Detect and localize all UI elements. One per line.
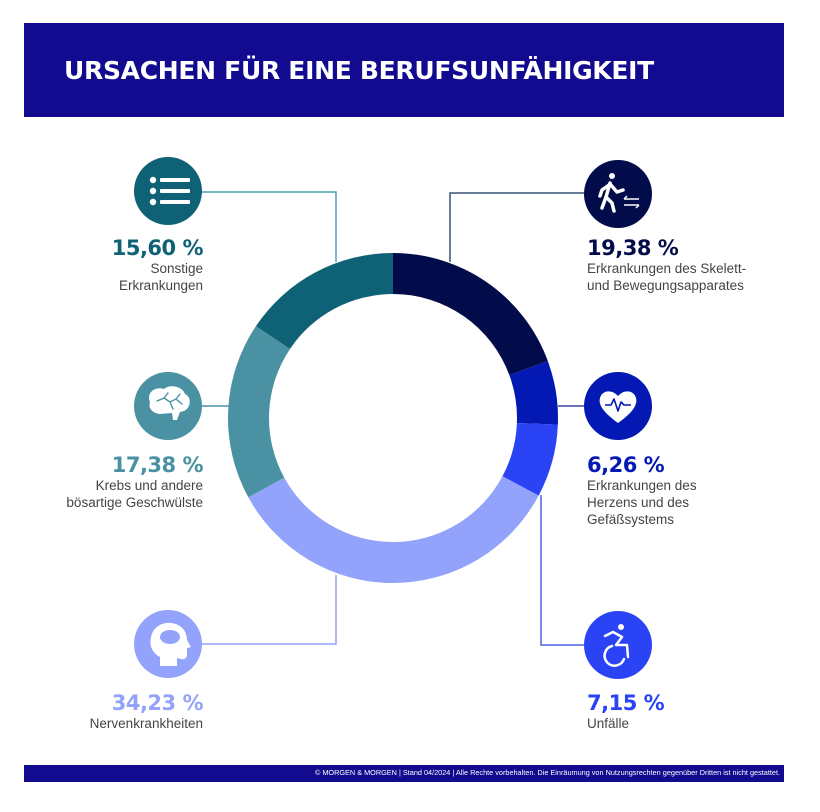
arrows-icon [623, 195, 640, 209]
description-line: Krebs und andere [95, 478, 203, 493]
connector-sonstige [200, 191, 337, 262]
description-line: Erkrankungen des Skelett- [587, 261, 747, 276]
icon-skelett [584, 160, 652, 228]
icon-krebs [134, 372, 202, 440]
heart-pulse-icon [599, 391, 637, 423]
donut-segment [509, 360, 559, 425]
percent-value: 17,38 % [111, 453, 204, 477]
description-line: Herzens und des [587, 495, 690, 510]
description-line: Sonstige [150, 261, 203, 276]
icon-sonstige [134, 157, 202, 225]
connector-unfaelle [540, 495, 586, 646]
description-line: Gefäßsystems [587, 512, 675, 527]
description-line: Nervenkrankheiten [89, 716, 203, 731]
footer-bar: © MORGEN & MORGEN | Stand 04/2024 | Alle… [24, 765, 784, 782]
donut-ring [227, 253, 559, 583]
label-sonstige: 15,60 % Sonstige Erkrankungen [60, 236, 204, 294]
donut-segment [248, 476, 539, 583]
label-herz: 6,26 % Erkrankungen des Herzens und des … [587, 453, 787, 528]
description-line: bösartige Geschwülste [66, 495, 203, 510]
label-skelett: 19,38 % Erkrankungen des Skelett- und Be… [587, 236, 797, 294]
percent-value: 19,38 % [587, 236, 679, 260]
copyright-notice: © MORGEN & MORGEN | Stand 04/2024 | Alle… [314, 768, 780, 777]
connector-nerven [200, 575, 337, 645]
label-nerven: 34,23 % Nervenkrankheiten [50, 691, 204, 732]
donut-segment [227, 326, 291, 498]
list-icon [149, 176, 190, 206]
percent-value: 7,15 % [587, 691, 665, 715]
description-line: Erkrankungen [118, 278, 203, 293]
label-unfaelle: 7,15 % Unfälle [587, 691, 787, 732]
head-mind-icon [150, 622, 191, 666]
description-line: Erkrankungen des [587, 478, 697, 493]
donut-segment [255, 253, 393, 349]
icon-nerven [134, 610, 202, 678]
connector-skelett [449, 192, 585, 262]
wheelchair-icon [603, 624, 630, 667]
donut-segment [393, 253, 548, 376]
description-line: Unfälle [587, 716, 630, 731]
percent-value: 34,23 % [111, 691, 204, 715]
brain-icon [149, 386, 190, 420]
percent-value: 15,60 % [111, 236, 204, 260]
icon-herz [584, 372, 652, 440]
percent-value: 6,26 % [587, 453, 665, 477]
page-title: URSACHEN FÜR EINE BERUFSUNFÄHIGKEIT [64, 56, 654, 85]
label-krebs: 17,38 % Krebs und andere bösartige Gesch… [40, 453, 203, 511]
donut-segment [502, 422, 558, 496]
walking-person-icon [598, 173, 625, 213]
icon-unfaelle [584, 611, 652, 679]
description-line: und Bewegungsapparates [587, 278, 744, 293]
header-banner: URSACHEN FÜR EINE BERUFSUNFÄHIGKEIT [24, 23, 784, 117]
